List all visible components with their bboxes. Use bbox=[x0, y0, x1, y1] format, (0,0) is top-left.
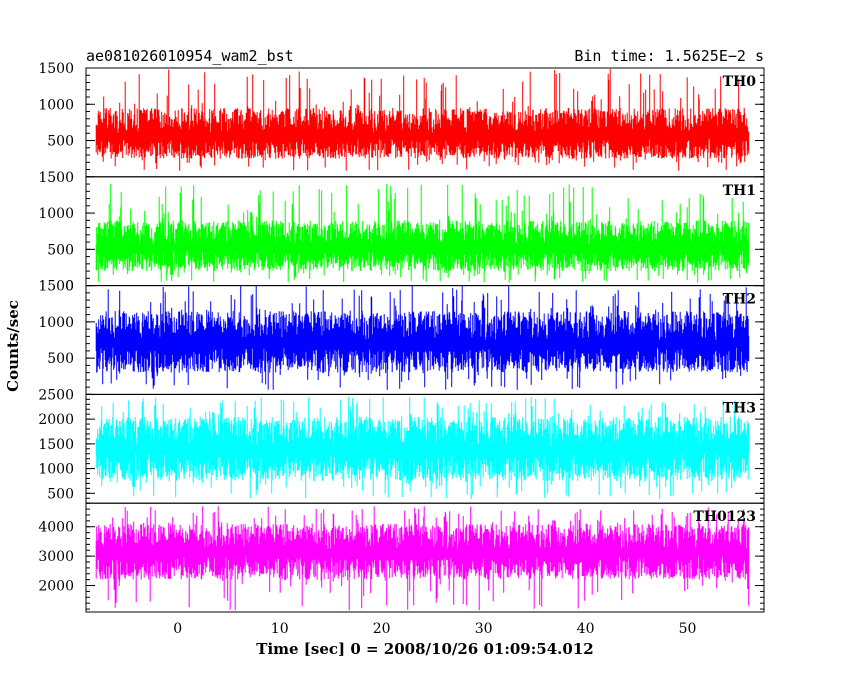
x-axis: 0 10 20 30 40 50 bbox=[173, 621, 696, 637]
x-tick-label: 30 bbox=[475, 621, 493, 637]
y-axis-label: Counts/sec bbox=[4, 300, 22, 392]
panel-th0: 500 1000 1500 TH0 bbox=[38, 61, 765, 178]
y-tick-label: 3000 bbox=[38, 549, 74, 565]
chart-title: ae081026010954_wam2_bst bbox=[86, 47, 294, 65]
series-th1-trace bbox=[95, 184, 750, 283]
x-tick-label: 10 bbox=[271, 621, 289, 637]
y-tick-label: 500 bbox=[47, 351, 74, 367]
series-th0123-trace bbox=[95, 506, 750, 611]
panel-th1: 0 500 1000 1500 TH1 bbox=[38, 170, 765, 295]
x-tick-label: 50 bbox=[679, 621, 697, 637]
y-tick-label: 500 bbox=[47, 242, 74, 258]
x-tick-label: 40 bbox=[577, 621, 595, 637]
y-tick-label: 0 bbox=[65, 279, 74, 295]
panel-label-th1: TH1 bbox=[723, 183, 756, 199]
y-tick-label: 1000 bbox=[38, 462, 74, 478]
panel-label-th0123: TH0123 bbox=[693, 509, 756, 525]
panels-group: 500 1000 1500 TH0 0 500 1000 1500 TH1 500 1000 1500… bbox=[38, 61, 765, 613]
y-tick-label: 500 bbox=[47, 486, 74, 502]
series-th0-trace bbox=[95, 69, 750, 171]
series-th3-trace bbox=[95, 396, 750, 500]
panel-frame bbox=[85, 502, 765, 613]
y-tick-label: 1000 bbox=[38, 206, 74, 222]
series-th2-trace bbox=[95, 285, 750, 390]
panel-th0123: 2000 3000 4000 TH0123 bbox=[38, 502, 765, 613]
y-tick-label: 1500 bbox=[38, 61, 74, 77]
panel-th3: 500 1000 1500 2000 2500 TH3 bbox=[38, 387, 765, 504]
panel-label-th2: TH2 bbox=[723, 292, 756, 308]
y-tick-label: 1000 bbox=[38, 315, 74, 331]
x-axis-label: Time [sec] 0 = 2008/10/26 01:09:54.012 bbox=[256, 640, 593, 658]
x-tick-label: 20 bbox=[373, 621, 391, 637]
y-tick-label: 2500 bbox=[38, 387, 74, 403]
y-tick-label: 1500 bbox=[38, 437, 74, 453]
panel-th2: 500 1000 1500 TH2 bbox=[38, 279, 765, 395]
x-tick-label: 0 bbox=[173, 621, 182, 637]
y-tick-label: 500 bbox=[47, 134, 74, 150]
bin-time-label: Bin time: 1.5625E−2 s bbox=[574, 47, 764, 65]
y-tick-label: 2000 bbox=[38, 579, 74, 595]
y-tick-label: 1500 bbox=[38, 170, 74, 186]
panel-label-th3: TH3 bbox=[723, 400, 756, 416]
y-tick-label: 1500 bbox=[38, 279, 74, 295]
panel-label-th0: TH0 bbox=[723, 74, 757, 90]
y-tick-label: 4000 bbox=[38, 520, 74, 536]
y-tick-label: 1000 bbox=[38, 97, 74, 113]
y-tick-label: 2000 bbox=[38, 412, 74, 428]
